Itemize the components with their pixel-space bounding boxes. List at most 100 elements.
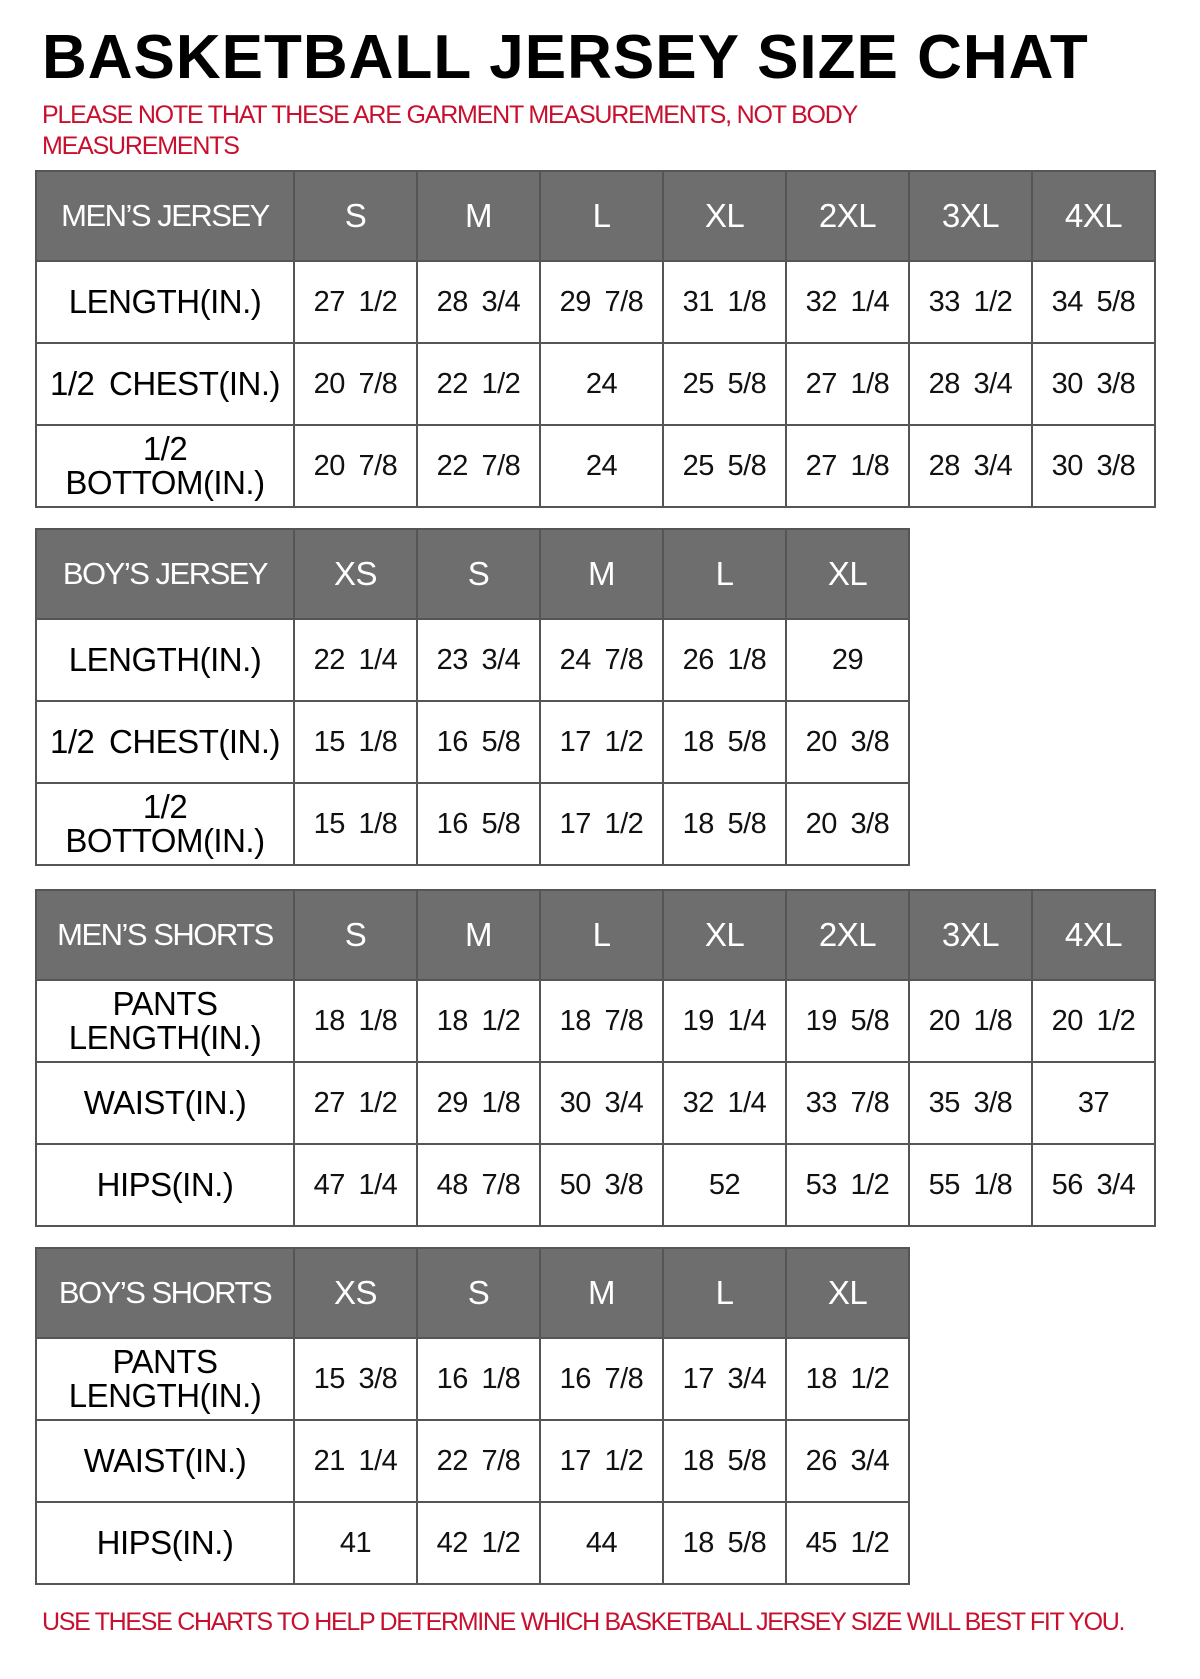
size-header: 2XL	[785, 889, 910, 981]
size-table-boy-s-jersey: BOY’S JERSEY XS S M L XL LENGTH(IN.) 22 1/4 23 3…	[35, 528, 910, 866]
size-header: M	[416, 170, 541, 262]
measurement-cell: 19 1/4	[662, 979, 787, 1063]
table-title: BOY’S JERSEY	[35, 528, 295, 620]
size-header: L	[539, 170, 664, 262]
size-header: S	[416, 528, 541, 620]
size-header: 2XL	[785, 170, 910, 262]
measurement-cell: 33 7/8	[785, 1061, 910, 1145]
size-header: 4XL	[1031, 170, 1156, 262]
size-header: 3XL	[908, 170, 1033, 262]
row-label: 1/2 CHEST(IN.)	[35, 342, 295, 426]
size-header: S	[293, 889, 418, 981]
size-header: XS	[293, 1247, 418, 1339]
measurement-cell: 18 5/8	[662, 1419, 787, 1503]
measurement-cell: 18 1/8	[293, 979, 418, 1063]
measurement-cell: 35 3/8	[908, 1061, 1033, 1145]
measurement-cell: 24	[539, 424, 664, 508]
table-row: PANTS LENGTH(IN.) 15 3/8 16 1/8 16 7/8 17 3/…	[35, 1337, 910, 1421]
measurement-cell: 26 3/4	[785, 1419, 910, 1503]
measurement-cell: 29 7/8	[539, 260, 664, 344]
measurement-cell: 52	[662, 1143, 787, 1227]
measurement-cell: 47 1/4	[293, 1143, 418, 1227]
row-label: WAIST(IN.)	[35, 1061, 295, 1145]
size-table-men-s-shorts: MEN’S SHORTS S M L XL 2XL 3XL 4XL PANTS LENGTH(I…	[35, 889, 1156, 1227]
measurement-cell: 29 1/8	[416, 1061, 541, 1145]
measurement-cell: 30 3/8	[1031, 424, 1156, 508]
measurement-cell: 29	[785, 618, 910, 702]
size-header: L	[539, 889, 664, 981]
table-header-row: BOY’S JERSEY XS S M L XL	[35, 528, 910, 620]
size-header: XL	[785, 1247, 910, 1339]
table-row: LENGTH(IN.) 27 1/2 28 3/4 29 7/8 31 1/8 32 1/…	[35, 260, 1156, 344]
measurement-cell: 28 3/4	[908, 424, 1033, 508]
table-header-row: MEN’S SHORTS S M L XL 2XL 3XL 4XL	[35, 889, 1156, 981]
table-row: 1/2 CHEST(IN.) 15 1/8 16 5/8 17 1/2 18 5/8 20…	[35, 700, 910, 784]
measurement-cell: 18 1/2	[416, 979, 541, 1063]
measurement-cell: 26 1/8	[662, 618, 787, 702]
measurement-cell: 16 5/8	[416, 782, 541, 866]
row-label: HIPS(IN.)	[35, 1143, 295, 1227]
measurement-cell: 25 5/8	[662, 342, 787, 426]
table-row: HIPS(IN.) 47 1/4 48 7/8 50 3/8 52 53 1/2 55 1/…	[35, 1143, 1156, 1227]
measurement-cell: 17 3/4	[662, 1337, 787, 1421]
measurement-cell: 44	[539, 1501, 664, 1585]
size-header: S	[416, 1247, 541, 1339]
measurement-cell: 27 1/8	[785, 424, 910, 508]
measurement-cell: 15 1/8	[293, 782, 418, 866]
measurement-cell: 16 7/8	[539, 1337, 664, 1421]
table-row: 1/2 BOTTOM(IN.) 15 1/8 16 5/8 17 1/2 18 5/8 2…	[35, 782, 910, 866]
size-header: 3XL	[908, 889, 1033, 981]
measurement-cell: 17 1/2	[539, 1419, 664, 1503]
measurement-cell: 25 5/8	[662, 424, 787, 508]
table-title: MEN’S JERSEY	[35, 170, 295, 262]
measurement-cell: 50 3/8	[539, 1143, 664, 1227]
measurement-cell: 22 1/4	[293, 618, 418, 702]
table-row: 1/2 CHEST(IN.) 20 7/8 22 1/2 24 25 5/8 27 1/8…	[35, 342, 1156, 426]
row-label: 1/2 BOTTOM(IN.)	[35, 782, 295, 866]
measurement-cell: 41	[293, 1501, 418, 1585]
measurement-cell: 28 3/4	[416, 260, 541, 344]
table-row: WAIST(IN.) 27 1/2 29 1/8 30 3/4 32 1/4 33 7/8…	[35, 1061, 1156, 1145]
row-label: LENGTH(IN.)	[35, 260, 295, 344]
size-header: L	[662, 528, 787, 620]
measurement-cell: 55 1/8	[908, 1143, 1033, 1227]
size-header: S	[293, 170, 418, 262]
garment-note: PLEASE NOTE THAT THESE ARE GARMENT MEASU…	[42, 101, 858, 160]
measurement-cell: 19 5/8	[785, 979, 910, 1063]
measurement-cell: 18 5/8	[662, 782, 787, 866]
row-label: 1/2 CHEST(IN.)	[35, 700, 295, 784]
measurement-cell: 22 1/2	[416, 342, 541, 426]
measurement-cell: 17 1/2	[539, 782, 664, 866]
measurement-cell: 34 5/8	[1031, 260, 1156, 344]
measurement-cell: 27 1/2	[293, 260, 418, 344]
measurement-cell: 30 3/8	[1031, 342, 1156, 426]
size-header: 4XL	[1031, 889, 1156, 981]
row-label: PANTS LENGTH(IN.)	[35, 979, 295, 1063]
measurement-cell: 33 1/2	[908, 260, 1033, 344]
measurement-cell: 15 3/8	[293, 1337, 418, 1421]
measurement-cell: 32 1/4	[785, 260, 910, 344]
measurement-cell: 48 7/8	[416, 1143, 541, 1227]
row-label: WAIST(IN.)	[35, 1419, 295, 1503]
table-row: HIPS(IN.) 41 42 1/2 44 18 5/8 45 1/2	[35, 1501, 910, 1585]
measurement-cell: 20 3/8	[785, 782, 910, 866]
size-header: XS	[293, 528, 418, 620]
measurement-cell: 21 1/4	[293, 1419, 418, 1503]
measurement-cell: 30 3/4	[539, 1061, 664, 1145]
measurement-cell: 27 1/2	[293, 1061, 418, 1145]
measurement-cell: 24	[539, 342, 664, 426]
measurement-cell: 45 1/2	[785, 1501, 910, 1585]
measurement-cell: 18 1/2	[785, 1337, 910, 1421]
measurement-cell: 18 5/8	[662, 1501, 787, 1585]
measurement-cell: 37	[1031, 1061, 1156, 1145]
table-title: MEN’S SHORTS	[35, 889, 295, 981]
measurement-cell: 16 1/8	[416, 1337, 541, 1421]
footer-note: USE THESE CHARTS TO HELP DETERMINE WHICH…	[42, 1608, 1125, 1636]
measurement-cell: 20 7/8	[293, 424, 418, 508]
measurement-cell: 56 3/4	[1031, 1143, 1156, 1227]
measurement-cell: 22 7/8	[416, 424, 541, 508]
table-row: WAIST(IN.) 21 1/4 22 7/8 17 1/2 18 5/8 26 3/4	[35, 1419, 910, 1503]
row-label: HIPS(IN.)	[35, 1501, 295, 1585]
measurement-cell: 42 1/2	[416, 1501, 541, 1585]
measurement-cell: 20 1/8	[908, 979, 1033, 1063]
